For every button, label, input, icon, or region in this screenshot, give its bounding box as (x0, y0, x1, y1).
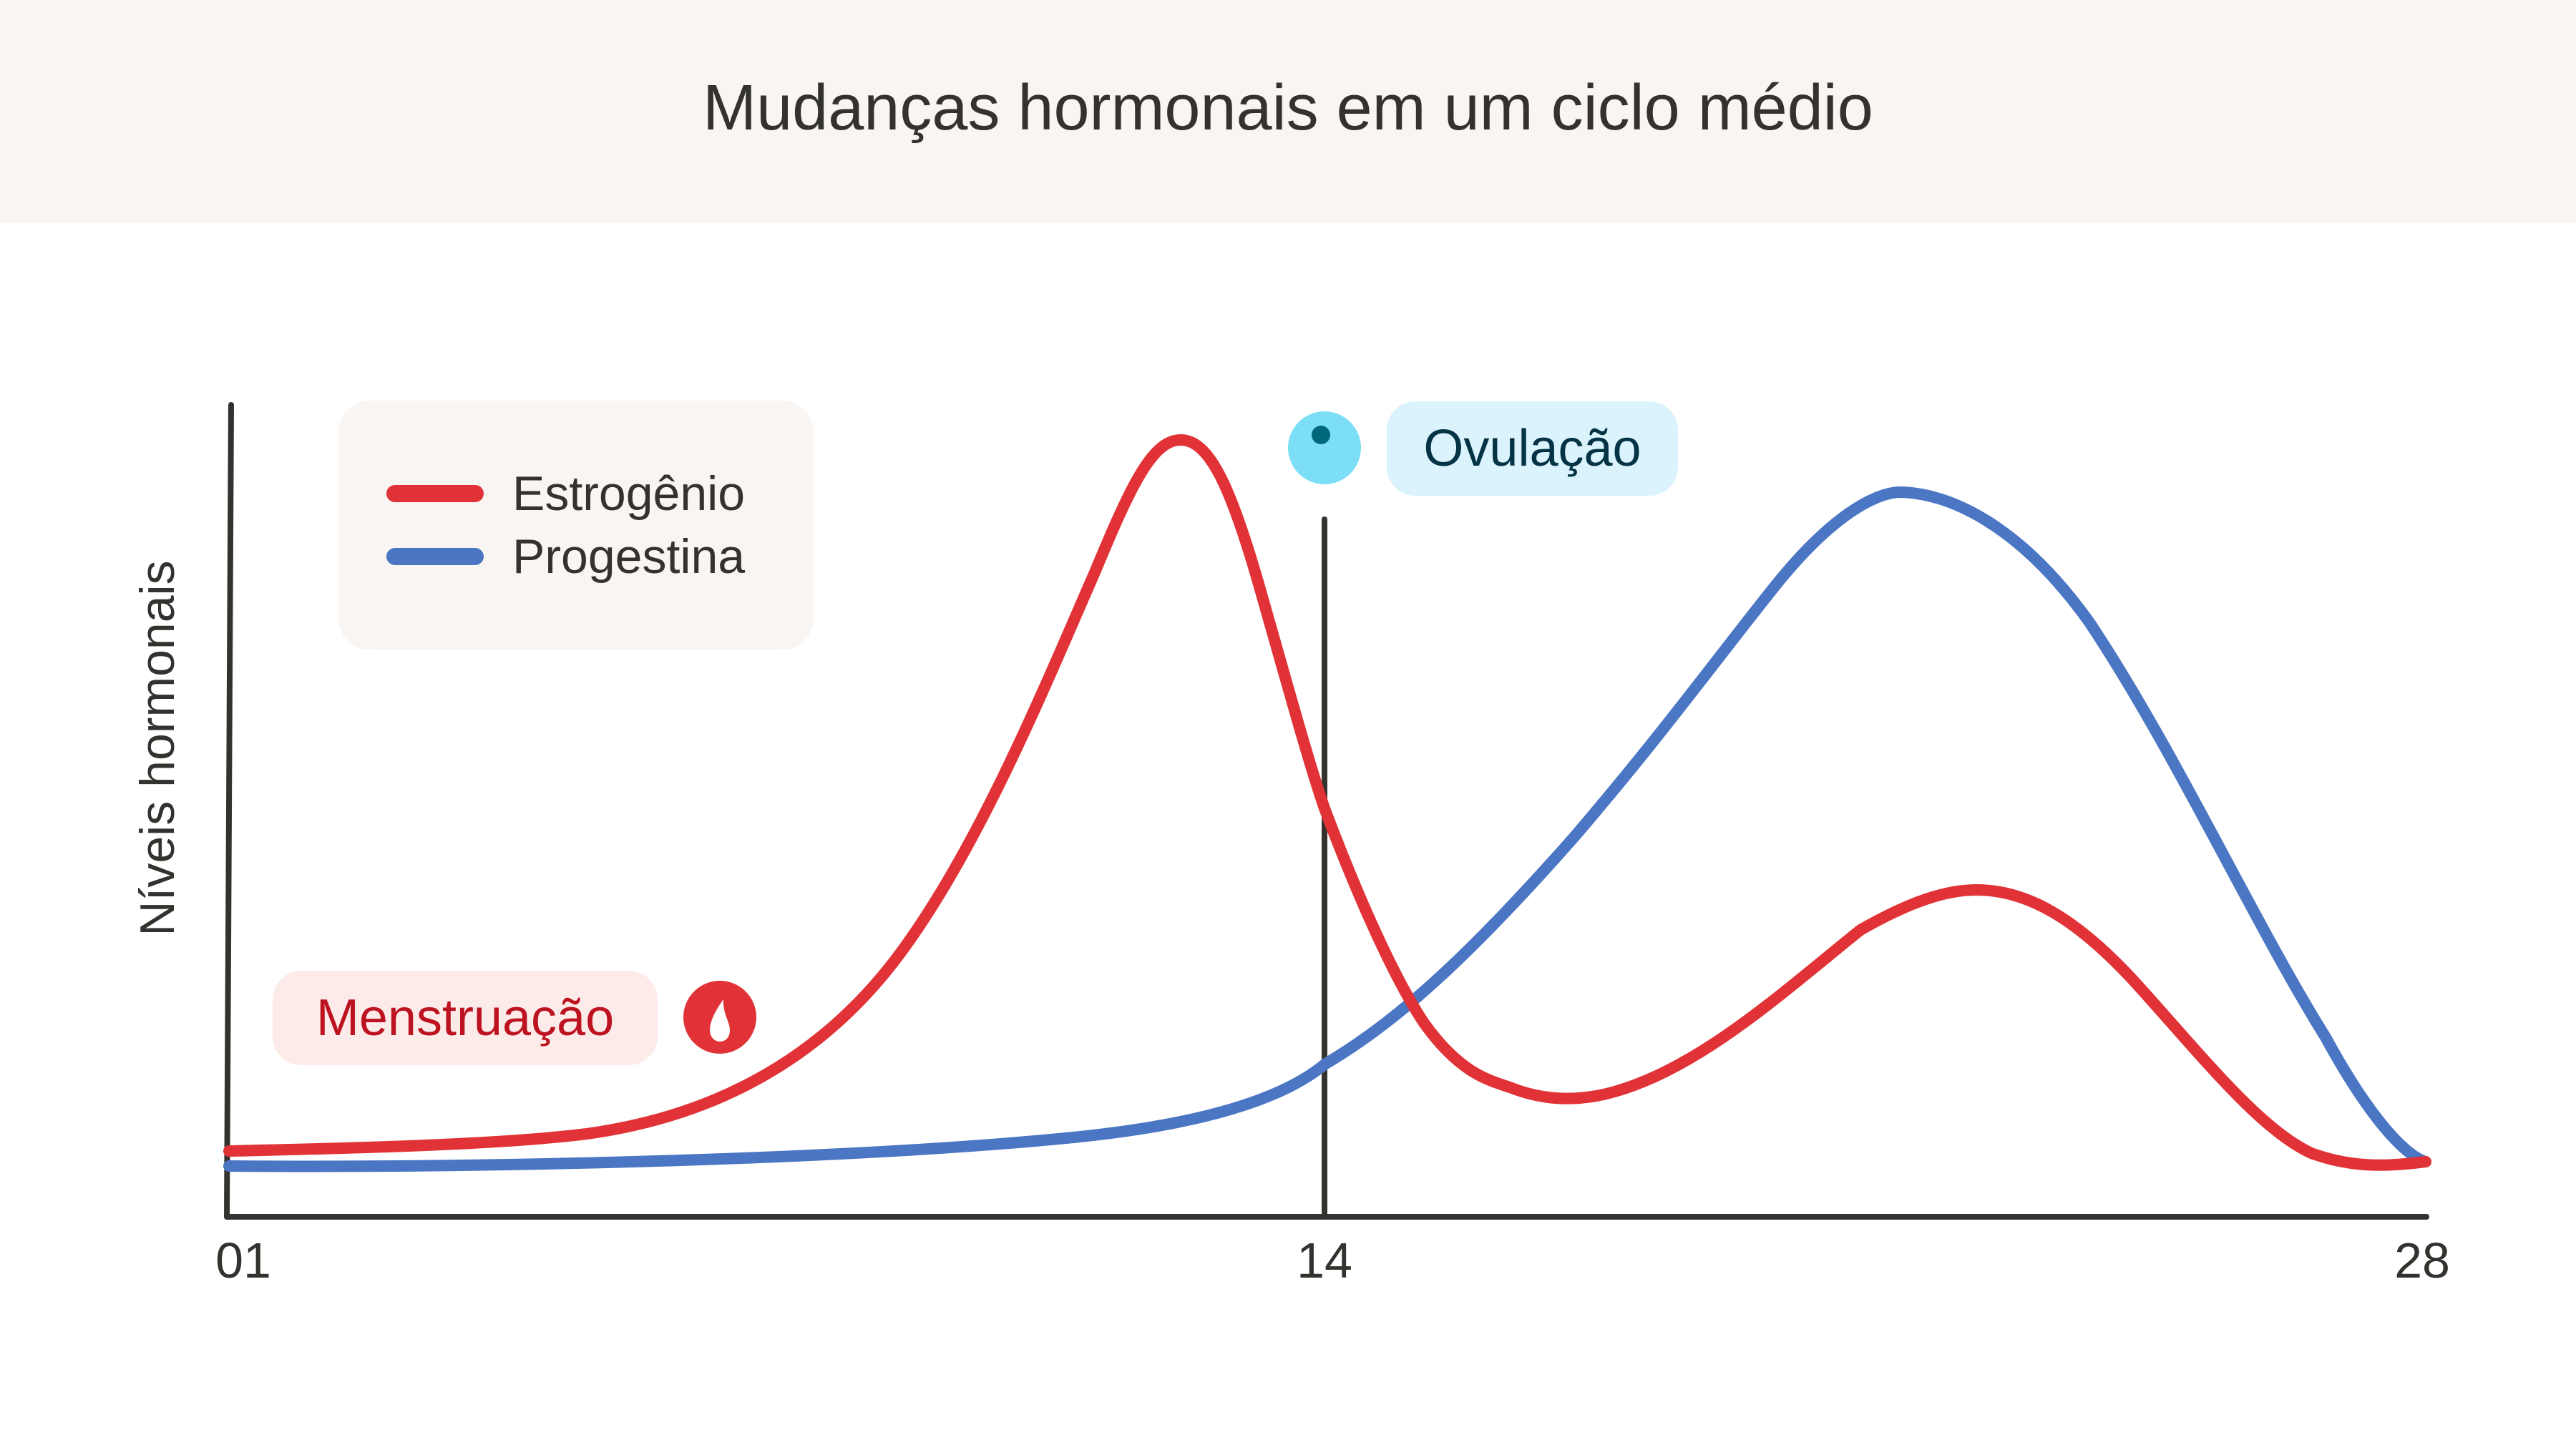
x-tick-start: 01 (215, 1233, 271, 1288)
menstruation-label: Menstruação (273, 971, 658, 1065)
legend-label-estrogen: Estrogênio (512, 466, 746, 521)
ovulation-label: Ovulação (1387, 401, 1678, 496)
legend-swatch-estrogen (386, 485, 484, 502)
estrogen-curve (223, 434, 2431, 1171)
egg-icon (1288, 411, 1361, 484)
ovulation-label-text: Ovulação (1423, 420, 1641, 477)
blood-drop-icon (683, 981, 756, 1054)
legend-swatch-progestin (386, 548, 484, 565)
legend-item-progestin: Progestina (386, 528, 745, 585)
chart-title: Mudanças hormonais em um ciclo médio (703, 72, 1873, 144)
progestin-curve (223, 486, 2431, 1172)
x-tick-end: 28 (2394, 1233, 2450, 1288)
y-axis-label: Níveis hormonais (130, 560, 185, 936)
y-axis (224, 402, 234, 1220)
legend: Estrogênio Progestina (338, 401, 814, 650)
menstruation-label-text: Menstruação (316, 989, 615, 1047)
x-tick-mid: 14 (1297, 1233, 1352, 1288)
legend-label-progestin: Progestina (512, 529, 746, 584)
header-band: Mudanças hormonais em um ciclo médio (0, 0, 2576, 223)
legend-item-estrogen: Estrogênio (386, 465, 745, 522)
